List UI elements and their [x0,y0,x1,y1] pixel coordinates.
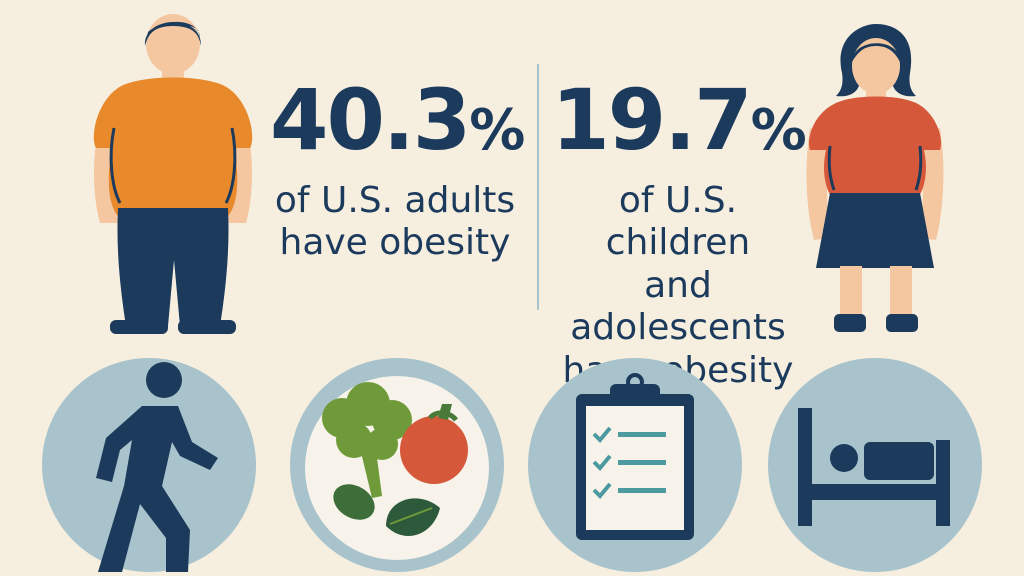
divider [537,64,539,310]
adults-stat: 40.3% of U.S. adults have obesity [270,78,525,265]
children-percent-value: 19.7 [551,71,752,169]
walking-circle [42,358,256,572]
children-percent: 19.7% [548,78,808,162]
adults-line-2: have obesity [279,222,511,264]
food-circle [290,358,504,572]
walking-person-icon [96,362,218,572]
children-percent-sign: % [750,98,807,163]
children-line-2: and adolescents [570,264,786,349]
sleep-circle [768,358,982,572]
adults-description: of U.S. adults have obesity [270,180,520,265]
adults-percent-value: 40.3 [270,71,471,169]
checklist-circle [528,358,742,572]
adult-figure-icon [93,14,253,334]
child-figure-icon [806,24,944,332]
adults-percent: 40.3% [270,78,525,163]
adults-line-1: of U.S. adults [274,180,516,221]
children-stat: 19.7% of U.S. children and adolescents h… [548,78,808,392]
bed-sleep-icon [798,408,950,526]
children-line-1: of U.S. children [605,180,751,264]
adults-percent-sign: % [469,98,525,163]
checklist-clipboard-icon [576,373,694,540]
healthy-food-plate-icon [305,376,489,560]
children-description: of U.S. children and adolescents have ob… [548,180,808,392]
